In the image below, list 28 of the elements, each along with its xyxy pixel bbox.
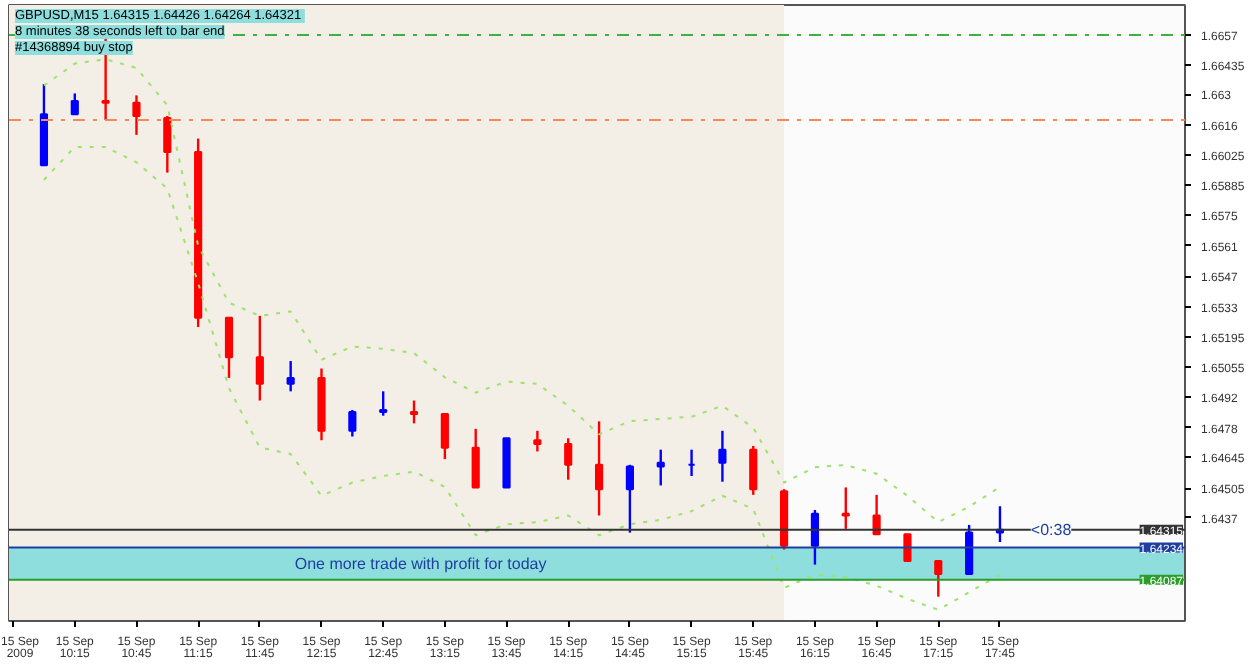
- candlestick: [564, 437, 573, 481]
- candlestick: [409, 399, 419, 425]
- candlestick: [101, 34, 110, 122]
- candlestick: [872, 493, 881, 536]
- candlestick: [625, 463, 634, 534]
- candlestick: [379, 390, 388, 417]
- candlestick: [163, 114, 172, 174]
- candlestick: [903, 533, 912, 562]
- candlestick: [749, 444, 758, 497]
- candlestick: [718, 429, 727, 483]
- annotation: <0:38: [1030, 520, 1073, 539]
- candlestick: [286, 359, 295, 393]
- candlestick: [348, 408, 357, 438]
- candlestick: [70, 92, 79, 116]
- candlestick: [656, 448, 665, 487]
- line-series: [42, 145, 1001, 611]
- band-label: One more trade with profit for today: [294, 554, 547, 573]
- line-series: [42, 58, 1001, 524]
- candlestick: [965, 523, 974, 576]
- candlestick: [471, 427, 480, 489]
- candlestick: [132, 94, 141, 137]
- candlestick: [440, 412, 449, 461]
- candlestick: [810, 508, 820, 566]
- candlestick: [224, 316, 234, 380]
- candlestick: [934, 559, 943, 598]
- candlestick: [255, 314, 264, 402]
- candlestick: [594, 420, 604, 517]
- candlestick: [533, 429, 542, 453]
